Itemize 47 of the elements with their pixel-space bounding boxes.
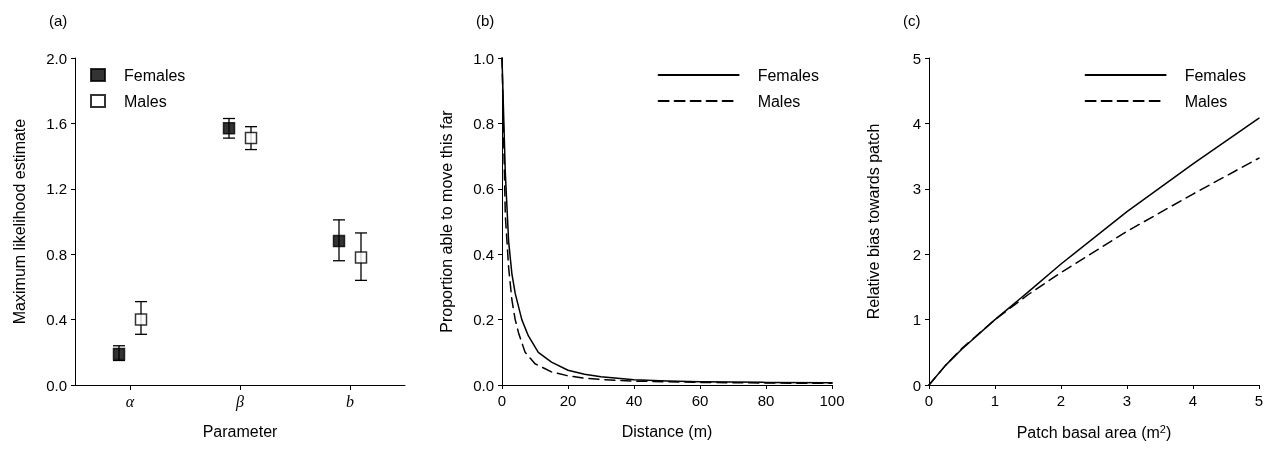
y-axis-title: Proportion able to move this far bbox=[437, 109, 455, 333]
y-tick-label: 2 bbox=[912, 245, 921, 263]
chart-title: (c) bbox=[903, 12, 921, 29]
legend-label: Males bbox=[757, 92, 801, 110]
y-tick-label: 0.8 bbox=[46, 245, 67, 263]
y-tick-label: 0.0 bbox=[473, 376, 494, 394]
x-axis-title: Parameter bbox=[202, 422, 279, 440]
y-tick-label: 0.4 bbox=[46, 311, 67, 329]
x-tick-label: 80 bbox=[757, 392, 775, 409]
x-tick-label: β bbox=[235, 392, 245, 411]
x-tick-label: b bbox=[346, 392, 354, 410]
y-tick-label: 0.4 bbox=[473, 245, 494, 263]
y-tick-label: 3 bbox=[912, 180, 921, 198]
legend-label: Females bbox=[757, 66, 820, 84]
y-tick-label: 0.8 bbox=[473, 114, 494, 132]
y-axis-title: Relative bias towards patch bbox=[864, 123, 882, 320]
y-tick-label: 0.0 bbox=[46, 376, 67, 394]
chart-title: (b) bbox=[476, 12, 495, 29]
x-tick-label: 4 bbox=[1188, 392, 1198, 409]
y-tick-label: 2.0 bbox=[46, 49, 67, 67]
x-tick-label: 3 bbox=[1122, 392, 1132, 409]
x-tick-label: 100 bbox=[819, 392, 845, 409]
y-tick-label: 0.2 bbox=[473, 311, 494, 329]
y-tick-label: 1 bbox=[912, 311, 921, 329]
x-tick-label: 60 bbox=[691, 392, 709, 409]
x-tick-label: 2 bbox=[1056, 392, 1066, 409]
y-axis-title: Maximum likelihood estimate bbox=[10, 118, 28, 325]
y-tick-label: 1.0 bbox=[473, 49, 494, 67]
x-tick-label: α bbox=[125, 392, 135, 410]
x-tick-label: 1 bbox=[990, 392, 1000, 409]
y-tick-label: 1.6 bbox=[46, 114, 67, 132]
y-tick-label: 0 bbox=[912, 376, 921, 394]
x-tick-label: 0 bbox=[497, 392, 507, 409]
legend-label: Females bbox=[1184, 66, 1247, 84]
legend-label: Males bbox=[124, 92, 167, 110]
x-tick-label: 5 bbox=[1254, 392, 1264, 409]
x-axis-title: Distance (m) bbox=[621, 422, 713, 440]
legend-label: Females bbox=[124, 66, 186, 84]
x-tick-label: 40 bbox=[625, 392, 643, 409]
y-tick-label: 1.2 bbox=[46, 180, 67, 198]
x-tick-label: 0 bbox=[924, 392, 934, 409]
x-tick-label: 20 bbox=[559, 392, 577, 409]
y-tick-label: 4 bbox=[912, 114, 921, 132]
legend-label: Males bbox=[1184, 92, 1228, 110]
chart-title: (a) bbox=[49, 12, 68, 29]
y-tick-label: 0.6 bbox=[473, 180, 494, 198]
y-tick-label: 5 bbox=[912, 49, 921, 67]
